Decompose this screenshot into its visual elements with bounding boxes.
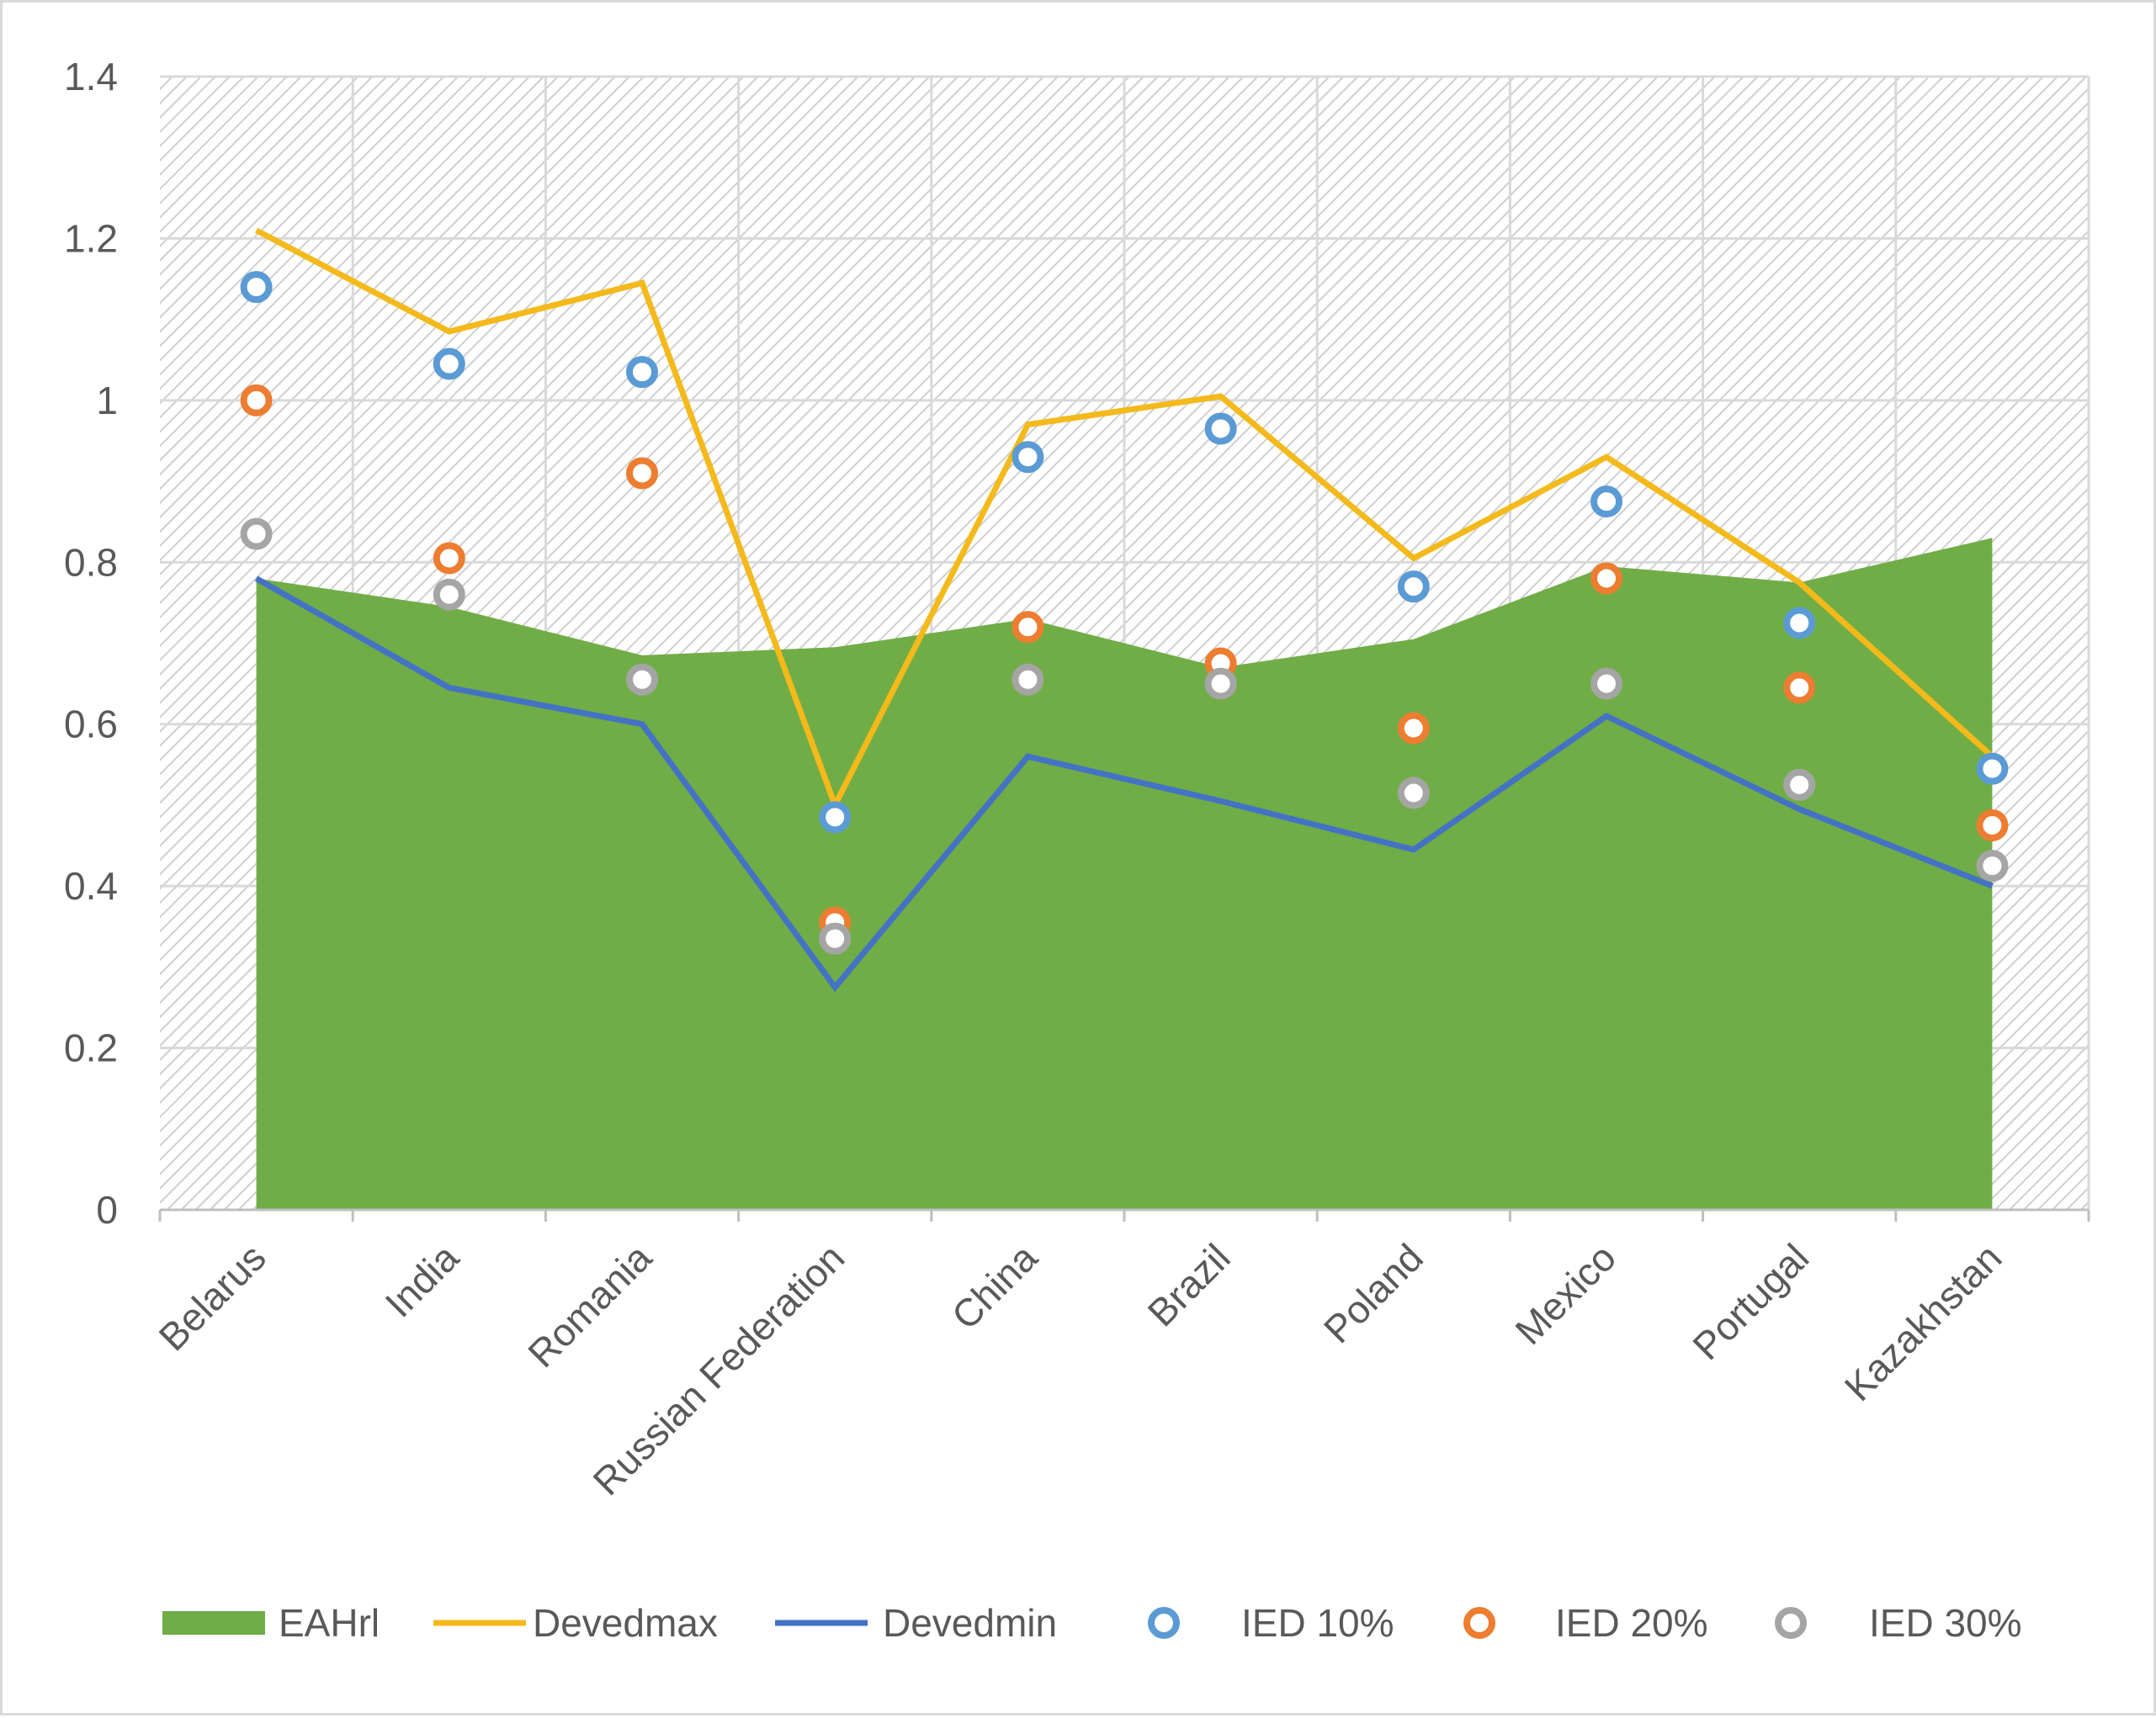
marker-ied-30--point	[1397, 777, 1430, 809]
x-tick-label: Mexico	[1506, 1235, 1624, 1353]
legend-swatch-ied-20-	[1463, 1607, 1495, 1639]
x-tick-label: Poland	[1315, 1235, 1431, 1351]
area-eahrl	[256, 538, 1993, 1210]
y-tick-label: 1.4	[64, 55, 118, 98]
marker-ied-30--point	[240, 517, 273, 550]
marker-ied-30--point	[1976, 850, 2009, 883]
x-tick-label: Portugal	[1684, 1235, 1817, 1368]
y-tick-label: 0	[96, 1188, 118, 1232]
line-series	[254, 227, 1994, 993]
marker-ied-10--point	[1397, 570, 1430, 603]
legend-swatch-ied-30-	[1775, 1607, 1807, 1639]
x-tick-label: China	[943, 1235, 1046, 1338]
marker-ied-20--point	[626, 457, 658, 490]
line-devedmax	[254, 227, 1994, 813]
legend-swatch-eahrl	[162, 1611, 265, 1635]
legend-label-devedmin: Devedmin	[883, 1601, 1057, 1645]
marker-ied-30--point	[433, 578, 465, 611]
legend-label-ied-10-: IED 10%	[1241, 1601, 1394, 1645]
marker-ied-20--point	[1783, 671, 1816, 704]
legend-label-ied-30-: IED 30%	[1869, 1601, 2022, 1645]
marker-ied-10--point	[1783, 607, 1816, 639]
marker-ied-10--point	[819, 801, 852, 834]
x-tick-label: Kazakhstan	[1836, 1235, 2010, 1409]
marker-ied-30--point	[1012, 663, 1044, 696]
marker-ied-20--point	[1590, 562, 1622, 595]
legend-label-ied-20-: IED 20%	[1555, 1601, 1708, 1645]
marker-ied-10--point	[433, 347, 465, 380]
marker-ied-30--point	[626, 663, 658, 696]
y-tick-label: 1.2	[64, 216, 118, 260]
y-tick-label: 0.6	[64, 703, 118, 746]
marker-ied-30--point	[1783, 768, 1816, 801]
marker-ied-10--point	[1012, 441, 1044, 474]
marker-ied-10--point	[626, 356, 658, 389]
marker-ied-20--point	[240, 384, 273, 416]
line-devedmin	[254, 575, 1994, 993]
marker-ied-20--point	[433, 542, 465, 575]
y-tick-label: 0.2	[64, 1026, 118, 1070]
marker-series	[240, 271, 2009, 955]
y-tick-label: 1	[96, 379, 118, 422]
legend-label-eahrl: EAHrl	[279, 1601, 380, 1645]
marker-ied-20--point	[1012, 611, 1044, 644]
marker-ied-30--point	[1590, 667, 1622, 700]
marker-ied-10--point	[1590, 485, 1622, 518]
x-tick-label: India	[377, 1235, 468, 1326]
y-tick-label: 0.4	[64, 864, 118, 908]
x-tick-label: Romania	[519, 1235, 660, 1376]
y-tick-label: 0.8	[64, 540, 118, 584]
area-series	[256, 538, 1993, 1210]
legend: EAHrl Devedmax Devedmin IED 10% IED 20% IED 3…	[162, 1601, 2022, 1645]
x-tick-label: Brazil	[1139, 1235, 1239, 1334]
marker-ied-30--point	[1204, 667, 1237, 700]
x-tick-label: Belarus	[151, 1235, 274, 1359]
marker-ied-10--point	[1976, 752, 2009, 785]
marker-ied-10--point	[1204, 412, 1237, 445]
marker-ied-20--point	[1397, 712, 1430, 745]
legend-label-devedmax: Devedmax	[533, 1601, 718, 1645]
marker-ied-20--point	[1976, 809, 2009, 841]
marker-ied-10--point	[240, 271, 273, 304]
marker-ied-30--point	[819, 922, 852, 955]
legend-swatch-ied-10-	[1148, 1607, 1180, 1639]
